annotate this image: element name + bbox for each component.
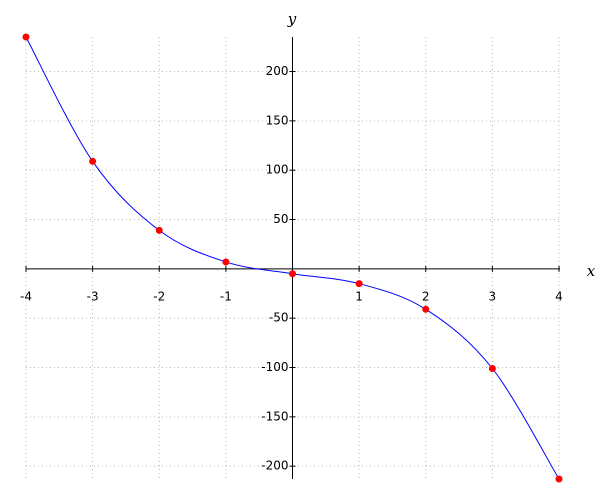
y-tick-label: 100 bbox=[266, 163, 289, 177]
x-tick-label: -3 bbox=[87, 289, 99, 303]
y-tick-label: -200 bbox=[261, 459, 288, 473]
data-point bbox=[289, 270, 296, 278]
data-point bbox=[222, 258, 230, 266]
data-point bbox=[89, 157, 97, 165]
y-tick-label: -150 bbox=[261, 409, 288, 423]
data-point bbox=[155, 226, 163, 234]
y-tick-label: -100 bbox=[261, 360, 288, 374]
data-point bbox=[555, 475, 563, 483]
x-axis-label: x bbox=[587, 262, 596, 280]
y-axis-label: y bbox=[287, 10, 297, 28]
x-tick-label: -4 bbox=[20, 289, 32, 303]
x-tick-label: -1 bbox=[220, 289, 232, 303]
y-tick-label: 200 bbox=[266, 64, 289, 78]
data-point bbox=[22, 33, 30, 41]
x-tick-label: -2 bbox=[153, 289, 165, 303]
data-point bbox=[355, 280, 363, 288]
x-tick-label: 3 bbox=[489, 289, 497, 303]
x-tick-label: 2 bbox=[422, 289, 430, 303]
data-point bbox=[422, 305, 430, 313]
y-tick-label: 150 bbox=[266, 113, 289, 127]
data-point bbox=[488, 365, 496, 372]
y-tick-label: -50 bbox=[269, 311, 289, 325]
x-tick-label: 1 bbox=[355, 289, 363, 303]
x-tick-label: 4 bbox=[555, 289, 563, 303]
y-tick-label: 50 bbox=[273, 212, 288, 226]
